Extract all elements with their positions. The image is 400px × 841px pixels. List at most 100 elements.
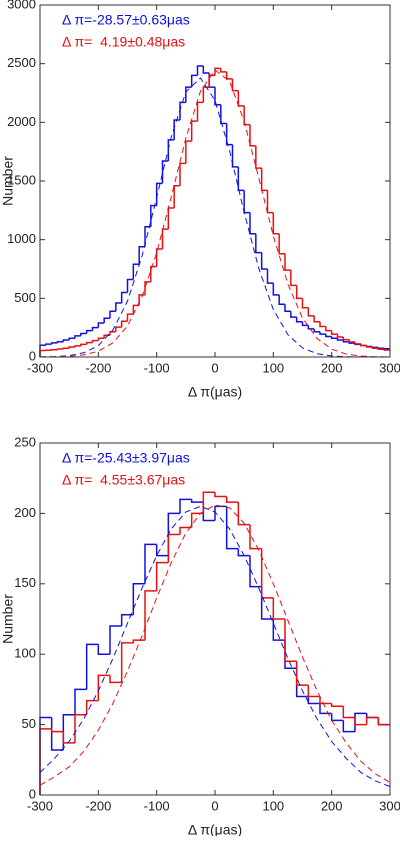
histogram-step (378, 347, 384, 348)
histogram-step (180, 102, 186, 120)
annotation: Δ π= 4.55±3.67μas (62, 472, 185, 488)
histogram-step (198, 102, 204, 121)
histogram-step (314, 329, 320, 332)
histogram-step (104, 318, 110, 323)
histogram-step (145, 591, 157, 640)
histogram-step (343, 706, 355, 717)
histogram-step (355, 713, 367, 731)
histogram-step (163, 229, 169, 249)
histogram-step (81, 334, 87, 336)
histogram-step (262, 587, 274, 619)
histogram-step (279, 295, 285, 304)
histogram-step (87, 644, 99, 689)
y-tick-label: 1000 (7, 231, 36, 246)
histogram-step (233, 145, 239, 167)
x-tick-label: 200 (321, 360, 343, 375)
y-tick-label: 3000 (7, 0, 36, 11)
histogram-step (75, 346, 81, 347)
histogram-step (227, 72, 233, 79)
histogram-step (215, 492, 227, 496)
histogram-step (110, 311, 116, 318)
x-tick-label: -200 (85, 798, 111, 813)
histogram-step (349, 340, 355, 342)
histogram-step (157, 249, 163, 267)
histogram-step (297, 317, 303, 322)
histogram-step (256, 146, 262, 168)
x-tick-label: 200 (321, 798, 343, 813)
histogram-step (52, 343, 58, 344)
y-tick-label: 0 (29, 786, 36, 801)
histogram-step (174, 120, 180, 140)
y-tick-label: 2500 (7, 55, 36, 70)
histogram-step (63, 340, 69, 342)
histogram-step (93, 341, 99, 343)
histogram-step (256, 234, 262, 253)
histogram-step (116, 327, 122, 332)
histogram-step (221, 68, 227, 72)
histogram-step (250, 213, 256, 234)
x-tick-label: 0 (211, 360, 218, 375)
annotation: Δ π=-28.57±0.63μas (62, 12, 190, 28)
histogram-step (384, 349, 390, 350)
histogram-step (203, 492, 215, 513)
histogram-step (279, 234, 285, 254)
histogram-step (40, 729, 52, 795)
histogram-step (87, 343, 93, 345)
histogram-step (343, 720, 355, 731)
histogram-step (192, 121, 198, 141)
histogram-step (373, 346, 379, 347)
histogram-step (233, 79, 239, 91)
histogram-step (69, 338, 75, 340)
histogram-step (291, 311, 297, 317)
histogram-step (285, 254, 291, 270)
histogram-step (332, 713, 344, 720)
histogram-step (244, 190, 250, 212)
histogram-step (52, 718, 64, 750)
fit-curve (40, 78, 390, 357)
histogram-step (81, 344, 87, 346)
histogram-step (174, 186, 180, 208)
histogram-step (320, 703, 332, 713)
histogram-step (285, 304, 291, 311)
x-tick-label: 300 (379, 798, 400, 813)
histogram-step (338, 338, 344, 340)
histogram-step (180, 499, 192, 513)
histogram-step (238, 549, 250, 556)
histogram-step (145, 227, 151, 247)
histogram-step (308, 685, 320, 696)
y-tick-label: 200 (14, 505, 36, 520)
histogram-step (157, 563, 169, 591)
histogram-step (163, 161, 169, 183)
y-tick-label: 2000 (7, 114, 36, 129)
histogram-step (262, 168, 268, 190)
histogram-step (75, 689, 87, 714)
histogram-step (273, 213, 279, 234)
histogram-step (192, 513, 204, 527)
histogram-step (273, 283, 279, 295)
y-tick-label: 250 (14, 434, 36, 449)
histogram-step (291, 270, 297, 285)
histogram-step (221, 105, 227, 124)
y-tick-label: 150 (14, 575, 36, 590)
x-axis-label: Δ π(μas) (188, 384, 242, 400)
histogram-step (198, 66, 204, 75)
histogram-step (227, 497, 239, 503)
histogram-step (308, 325, 314, 329)
histogram-step (157, 544, 169, 555)
histogram-step (320, 696, 332, 703)
x-tick-label: -100 (144, 360, 170, 375)
histogram-step (110, 675, 122, 682)
histogram-step (268, 190, 274, 212)
histogram-step (192, 499, 204, 502)
x-tick-label: -100 (144, 798, 170, 813)
histogram-step (75, 715, 87, 743)
histogram-step (168, 140, 174, 161)
fit-curve (40, 70, 390, 357)
histogram-step (58, 342, 64, 343)
histogram-step (378, 718, 390, 725)
histogram-step (122, 643, 134, 682)
histogram-step (355, 342, 361, 344)
histogram-step (332, 703, 344, 706)
histogram-step (332, 331, 338, 335)
histogram-step (367, 718, 379, 725)
